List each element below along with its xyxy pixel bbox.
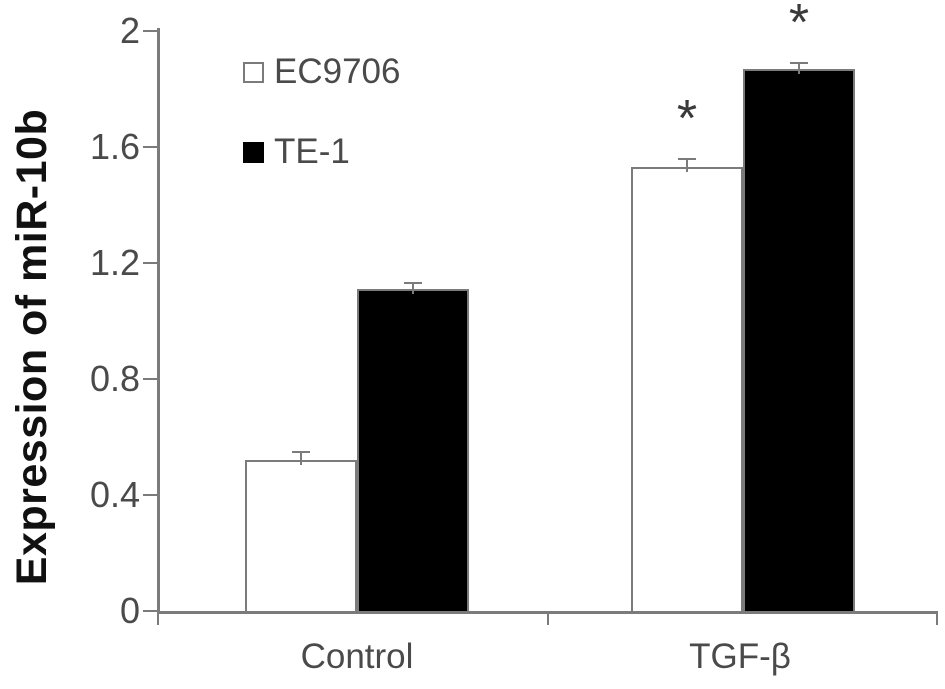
error-bar-cap [678, 157, 696, 160]
legend-item-ec9706: EC9706 [243, 52, 401, 91]
y-tick [143, 30, 158, 32]
bar-te-1-control [357, 289, 469, 613]
error-bar-cap [292, 450, 310, 453]
x-axis-line [157, 611, 938, 614]
legend-item-te1: TE-1 [243, 132, 400, 171]
y-tick [143, 494, 158, 496]
legend-label-ec9706: EC9706 [274, 52, 401, 91]
y-tick [143, 146, 158, 148]
x-tick [936, 614, 938, 625]
significance-asterisk: * [788, 0, 810, 52]
x-tick [547, 614, 549, 625]
y-axis-line [157, 28, 160, 614]
error-bar-stem [300, 451, 302, 466]
y-tick [143, 378, 158, 380]
y-tick [143, 610, 158, 612]
error-bar-stem [798, 62, 800, 74]
bar-te-1-tgfb [743, 68, 855, 613]
y-tick-label: 0.4 [89, 474, 140, 515]
ec9706-open-square-swatch [243, 61, 264, 83]
error-bar-cap [404, 282, 422, 285]
bar-ec9706-tgfb [631, 167, 743, 613]
x-category-label-control: Control [300, 637, 414, 676]
bar-ec9706-control [245, 460, 357, 613]
legend-label-te1: TE-1 [274, 132, 350, 171]
y-tick-label: 2 [119, 10, 140, 51]
error-bar-stem [412, 283, 414, 295]
y-tick-label: 0.8 [89, 358, 140, 399]
te1-filled-square-swatch [243, 141, 264, 163]
y-tick-label: 1.2 [89, 242, 140, 283]
y-tick-label: 1.6 [89, 126, 140, 167]
x-category-label-tgfb: TGF-β [689, 637, 791, 676]
significance-asterisk: * [676, 89, 698, 148]
legend: EC9706 TE-1 [243, 52, 401, 171]
x-tick [157, 614, 159, 625]
error-bar-cap [790, 61, 808, 64]
y-tick-label: 0 [119, 590, 140, 631]
error-bar-stem [686, 158, 688, 173]
y-tick [143, 262, 158, 264]
